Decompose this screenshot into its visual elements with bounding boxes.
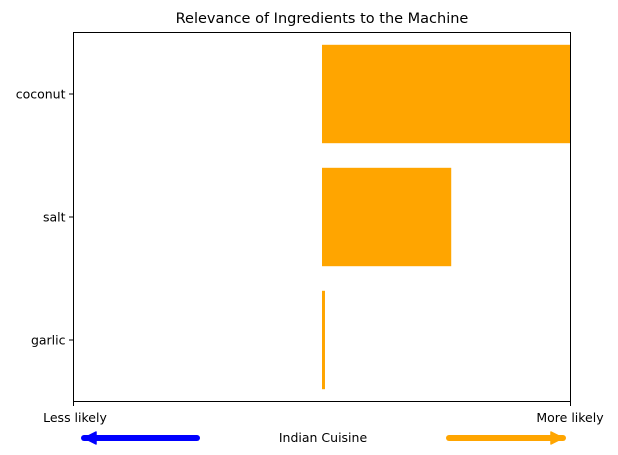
- chart-title: Relevance of Ingredients to the Machine: [176, 11, 469, 27]
- x-tick-label-less-likely: Less likely: [43, 410, 107, 425]
- arrow-more-likely-head: [550, 431, 564, 445]
- y-tick-label-garlic: garlic: [31, 333, 66, 348]
- x-axis: Less likely More likely: [43, 401, 604, 425]
- y-tick-label-salt: salt: [43, 210, 66, 225]
- bar-salt: [322, 167, 452, 267]
- direction-arrows: [81, 431, 566, 445]
- arrow-less-likely-head: [83, 431, 97, 445]
- x-tick-label-more-likely: More likely: [536, 410, 604, 425]
- bars-group: [322, 44, 571, 390]
- y-tick-label-coconut: coconut: [16, 87, 66, 102]
- y-axis: coconut salt garlic: [16, 87, 74, 348]
- bar-garlic: [322, 290, 325, 390]
- x-axis-label: Indian Cuisine: [279, 430, 368, 445]
- bar-coconut: [322, 44, 571, 144]
